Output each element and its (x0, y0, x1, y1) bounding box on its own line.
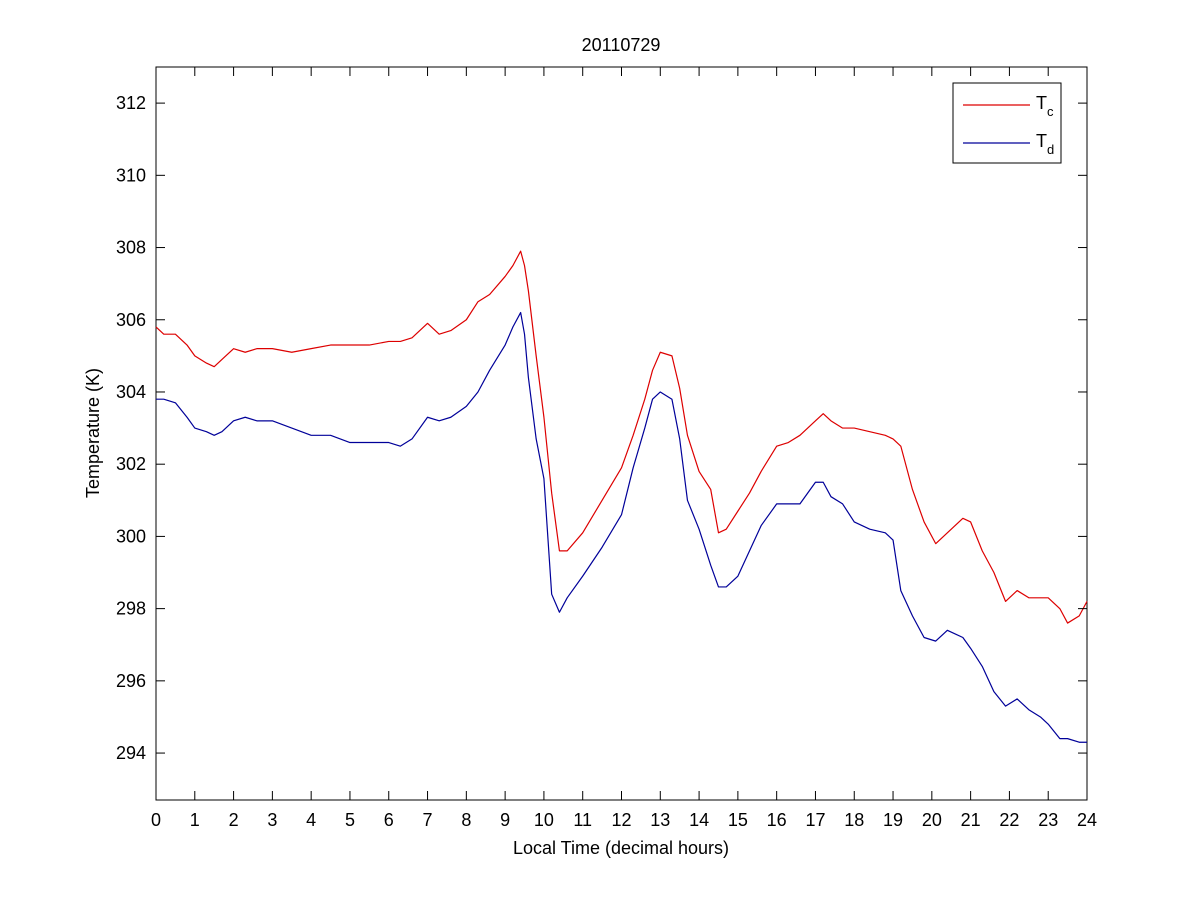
series-line-1 (156, 311, 1087, 743)
y-tick-label: 304 (116, 382, 146, 402)
x-tick-label: 17 (805, 810, 825, 830)
x-tick-label: 11 (573, 810, 592, 830)
x-tick-label: 21 (961, 810, 981, 830)
x-tick-label: 8 (461, 810, 471, 830)
y-tick-label: 300 (116, 526, 146, 546)
x-tick-label: 10 (534, 810, 554, 830)
x-tick-label: 2 (229, 810, 239, 830)
x-tick-label: 16 (767, 810, 787, 830)
x-tick-label: 14 (689, 810, 709, 830)
y-tick-label: 306 (116, 310, 146, 330)
y-tick-label: 308 (116, 238, 146, 258)
x-tick-label: 24 (1077, 810, 1097, 830)
x-tick-label: 18 (844, 810, 864, 830)
x-tick-label: 9 (500, 810, 510, 830)
x-tick-label: 12 (611, 810, 631, 830)
x-tick-label: 20 (922, 810, 942, 830)
y-tick-label: 294 (116, 743, 146, 763)
y-tick-label: 312 (116, 93, 146, 113)
y-tick-label: 310 (116, 165, 146, 185)
x-tick-label: 6 (384, 810, 394, 830)
x-tick-label: 15 (728, 810, 748, 830)
x-tick-label: 23 (1038, 810, 1058, 830)
x-tick-label: 1 (190, 810, 200, 830)
legend: Tc Td (952, 82, 1062, 164)
x-tick-label: 0 (151, 810, 161, 830)
x-axis-label: Local Time (decimal hours) (513, 838, 729, 858)
x-tick-label: 22 (999, 810, 1019, 830)
chart-title: 20110729 (582, 35, 661, 55)
x-tick-label: 13 (650, 810, 670, 830)
legend-label-1: Td (1036, 131, 1054, 157)
x-tick-label: 4 (306, 810, 316, 830)
legend-box (952, 82, 1062, 164)
x-tick-label: 3 (267, 810, 277, 830)
axis-ticks: 0 1 2 3 4 5 6 7 8 9 10 11 12 13 14 15 16 17 18 19 20 21 22 23 24… (116, 67, 1097, 830)
x-tick-label: 7 (423, 810, 433, 830)
y-tick-label: 302 (116, 454, 146, 474)
y-axis-label: Temperature (K) (83, 368, 103, 498)
y-tick-label: 296 (116, 671, 146, 691)
legend-label-0: Tc (1036, 93, 1054, 119)
y-tick-label: 298 (116, 599, 146, 619)
x-tick-label: 19 (883, 810, 903, 830)
series-line-0 (155, 250, 1088, 624)
x-tick-label: 5 (345, 810, 355, 830)
